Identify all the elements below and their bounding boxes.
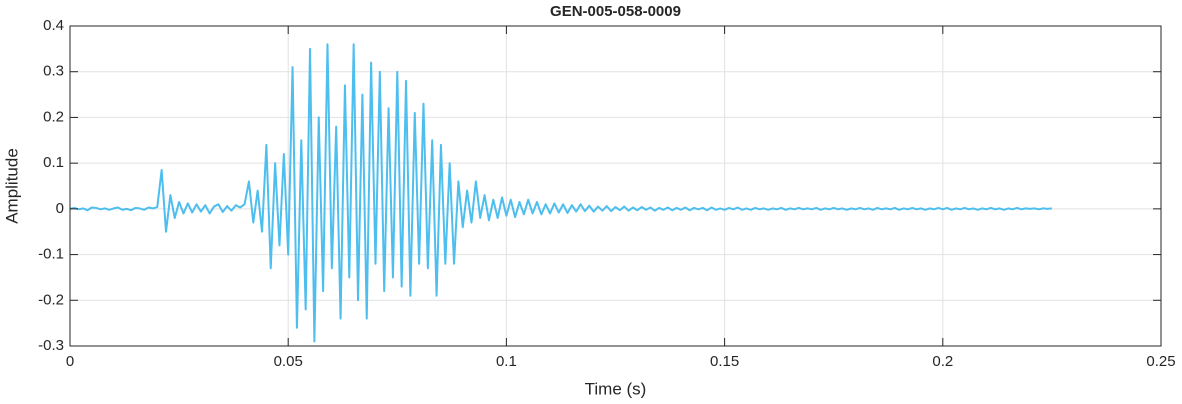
waveform-line	[69, 43, 1053, 343]
y-tick-label: -0.2	[38, 291, 64, 308]
y-tick-label: 0.4	[43, 17, 64, 34]
chart-title: GEN-005-058-0009	[550, 3, 681, 20]
y-tick-label: 0	[56, 200, 64, 217]
x-tick-label: 0.2	[932, 353, 953, 370]
y-tick-label: 0.2	[43, 108, 64, 125]
y-tick-label: 0.1	[43, 154, 64, 171]
x-tick-label: 0	[66, 353, 74, 370]
y-tick-label: -0.3	[38, 337, 64, 354]
axes-box	[69, 25, 1162, 347]
x-axis-label: Time (s)	[585, 379, 647, 398]
x-tick-label: 0.05	[274, 353, 303, 370]
y-axis-label: Amplitude	[2, 148, 21, 224]
x-tick-label: 0.15	[710, 353, 739, 370]
y-tick-label: -0.1	[38, 246, 64, 263]
x-tick-label: 0.1	[496, 353, 517, 370]
y-tick-label: 0.3	[43, 63, 64, 80]
x-tick-label: 0.25	[1146, 353, 1175, 370]
plot-area	[70, 26, 1161, 346]
